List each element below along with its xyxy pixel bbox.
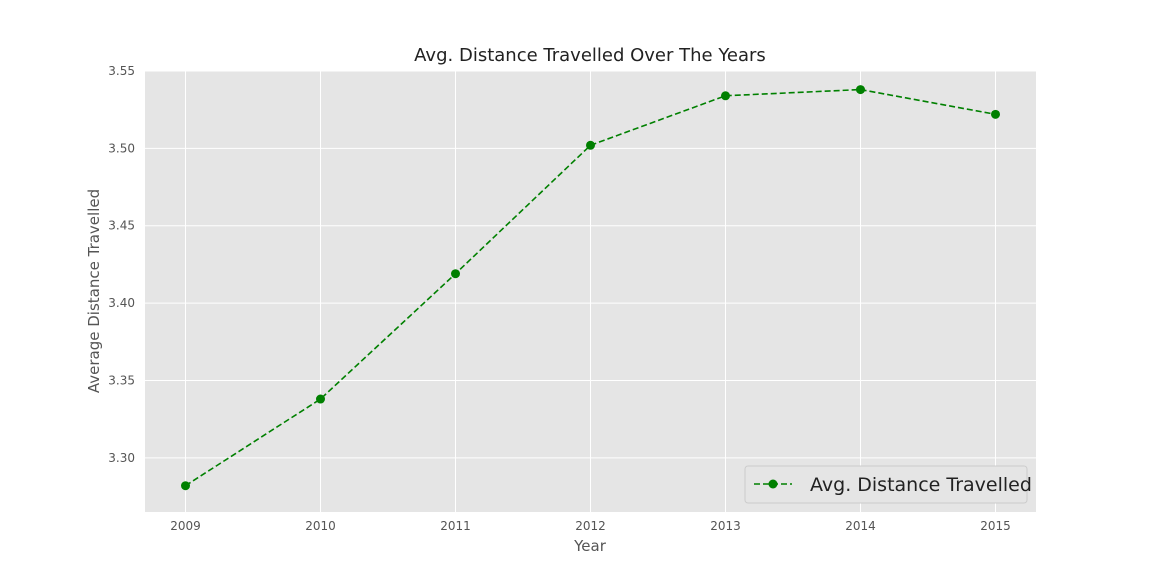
x-axis-label: Year [573,537,607,555]
chart-title: Avg. Distance Travelled Over The Years [414,45,766,66]
legend-marker-swatch [768,479,778,489]
x-tick-label: 2009 [170,519,201,533]
x-tick-label: 2013 [710,519,741,533]
y-tick-label: 3.50 [108,141,135,155]
y-axis-label: Average Distance Travelled [85,189,103,393]
data-point-marker [586,140,595,150]
y-tick-label: 3.55 [108,64,135,78]
data-point-marker [451,269,460,279]
y-tick-labels: 3.30 3.35 3.40 3.45 3.50 3.55 [108,64,135,465]
x-tick-label: 2014 [845,519,876,533]
data-point-marker [316,394,325,404]
series-layer [181,85,1000,491]
data-point-marker [181,481,190,491]
y-tick-label: 3.40 [108,296,135,310]
data-point-marker [856,85,865,95]
x-tick-label: 2015 [980,519,1011,533]
y-tick-label: 3.45 [108,219,135,233]
data-point-marker [721,91,730,101]
x-tick-labels: 2009 2010 2011 2012 2013 2014 2015 [170,519,1011,533]
x-tick-label: 2010 [305,519,336,533]
legend-label: Avg. Distance Travelled [810,474,1032,496]
legend: Avg. Distance Travelled [744,465,1032,504]
y-tick-label: 3.35 [108,373,135,387]
legend-box [744,465,1028,504]
x-tick-label: 2012 [575,519,606,533]
x-tick-label: 2011 [440,519,471,533]
grid-lines [145,70,1036,512]
data-point-marker [991,109,1000,119]
y-tick-label: 3.30 [108,451,135,465]
